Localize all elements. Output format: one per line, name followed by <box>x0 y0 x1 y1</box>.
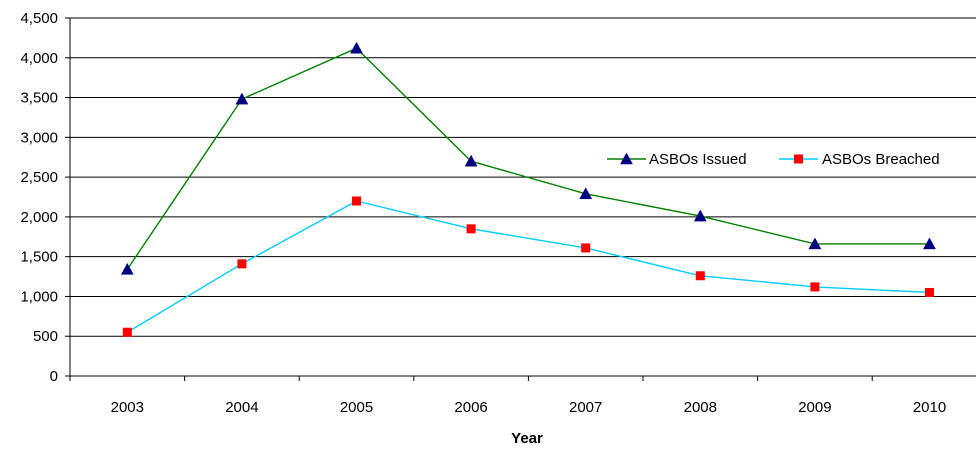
legend-marker <box>794 154 803 164</box>
x-tick-label: 2010 <box>913 399 946 416</box>
axes <box>65 17 976 381</box>
y-tick-label: 4,000 <box>20 50 58 67</box>
y-tick-label: 1,500 <box>20 249 58 266</box>
data-point <box>693 209 707 222</box>
y-tick-label: 1,000 <box>20 288 58 305</box>
legend: ASBOs Issued ASBOs Breached <box>600 145 976 173</box>
x-tick-label: 2004 <box>225 399 258 416</box>
data-point <box>350 41 363 54</box>
x-tick-label: 2008 <box>684 399 717 416</box>
series-layer <box>120 41 936 337</box>
legend-label: ASBOs Breached <box>822 151 940 168</box>
x-tick-labels: 2003 2004 2005 2006 2007 2008 2009 2010 <box>111 399 947 416</box>
data-point <box>695 271 705 281</box>
data-point <box>464 154 478 167</box>
legend-item: ASBOs Breached <box>779 151 940 168</box>
data-point <box>235 92 249 105</box>
y-tick-labels: 0 500 1,000 1,500 2,000 2,500 3,000 3,500 4,000 4… <box>20 10 58 385</box>
data-point <box>352 196 361 206</box>
y-tick-label: 0 <box>50 368 58 385</box>
data-point <box>579 187 593 200</box>
data-point <box>581 243 591 253</box>
data-point <box>923 237 936 250</box>
series-line <box>126 200 930 333</box>
data-point <box>466 224 476 234</box>
y-tick-label: 3,500 <box>20 90 58 107</box>
series-1 <box>122 196 934 337</box>
data-point <box>122 327 132 337</box>
data-point <box>808 237 822 250</box>
y-tick-label: 2,000 <box>20 209 58 226</box>
legend-label: ASBOs Issued <box>649 151 747 168</box>
x-tick-label: 2003 <box>111 399 144 416</box>
y-tick-label: 3,000 <box>20 129 58 146</box>
data-point <box>120 262 134 275</box>
series-line <box>126 47 930 270</box>
x-axis-title: Year <box>511 430 543 447</box>
x-tick-label: 2005 <box>340 399 373 416</box>
x-tick-label: 2007 <box>569 399 602 416</box>
y-tick-label: 4,500 <box>20 10 58 27</box>
legend-marker <box>620 152 633 165</box>
data-point <box>925 287 934 297</box>
series-0 <box>120 41 936 275</box>
x-tick-label: 2009 <box>798 399 831 416</box>
legend-item: ASBOs Issued <box>607 151 747 168</box>
y-tick-label: 2,500 <box>20 169 58 186</box>
y-tick-label: 500 <box>33 328 58 345</box>
x-tick-label: 2006 <box>454 399 487 416</box>
data-point <box>810 282 820 292</box>
data-point <box>237 259 247 269</box>
